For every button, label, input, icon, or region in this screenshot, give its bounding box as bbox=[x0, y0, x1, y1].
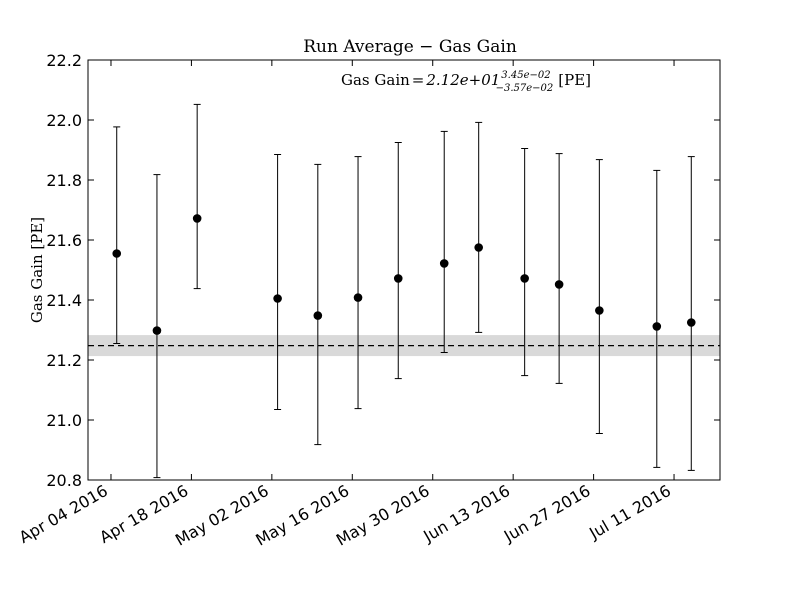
y-axis-label: Gas Gain [PE] bbox=[28, 217, 46, 323]
x-tick-label: Jun 13 2016 bbox=[419, 481, 513, 546]
data-point-group bbox=[152, 174, 162, 479]
data-point-group bbox=[273, 154, 282, 410]
data-point-group bbox=[520, 148, 529, 377]
data-point bbox=[192, 214, 202, 223]
data-point bbox=[652, 322, 662, 331]
data-point bbox=[520, 274, 529, 283]
data-point bbox=[112, 249, 122, 258]
y-tick-label: 21.4 bbox=[46, 291, 82, 310]
data-point-group bbox=[313, 163, 323, 446]
data-point-group bbox=[112, 126, 122, 344]
annotation-unit: [PE] bbox=[558, 71, 591, 89]
data-point bbox=[474, 243, 483, 252]
data-point bbox=[353, 293, 363, 302]
data-point-group bbox=[474, 121, 483, 333]
data-point bbox=[595, 306, 604, 315]
annotation-upper: 3.45e−02 bbox=[501, 70, 550, 81]
y-tick-label: 20.8 bbox=[46, 471, 82, 490]
annotation-prefix: Gas Gain bbox=[341, 71, 410, 89]
plot-frame bbox=[87, 59, 721, 481]
y-tick-label: 22.2 bbox=[46, 51, 82, 70]
data-point bbox=[439, 259, 449, 268]
y-tick-label: 21.2 bbox=[46, 351, 82, 370]
data-point-group bbox=[192, 103, 202, 290]
y-tick-label: 22.0 bbox=[46, 111, 82, 130]
data-point-group bbox=[652, 169, 662, 468]
data-point bbox=[554, 280, 564, 289]
data-point-group bbox=[595, 159, 604, 434]
data-point-group bbox=[686, 156, 696, 471]
data-point bbox=[393, 274, 403, 283]
x-tick-label: Jun 27 2016 bbox=[500, 481, 594, 546]
annotation-lower: −3.57e−02 bbox=[496, 83, 554, 94]
data-point bbox=[686, 318, 696, 327]
data-point-group bbox=[554, 153, 564, 384]
data-point-group bbox=[439, 130, 449, 353]
data-point bbox=[313, 311, 323, 320]
data-point-group bbox=[393, 142, 403, 380]
y-tick-label: 21.6 bbox=[46, 231, 82, 250]
data-point bbox=[273, 294, 282, 303]
data-point-group bbox=[353, 156, 363, 410]
fit-annotation: Gas Gain = 2.12e+013.45e−02 −3.57e−02 [PE] bbox=[341, 70, 591, 94]
y-tick-label: 21.8 bbox=[46, 171, 82, 190]
x-tick-label: Jul 11 2016 bbox=[585, 481, 674, 543]
data-point bbox=[152, 326, 162, 335]
annotation-value: 2.12e+01 bbox=[425, 71, 500, 89]
chart-title: Run Average − Gas Gain bbox=[303, 37, 517, 57]
y-tick-label: 21.0 bbox=[46, 411, 82, 430]
x-tick-label: Apr 04 2016 bbox=[16, 481, 111, 547]
